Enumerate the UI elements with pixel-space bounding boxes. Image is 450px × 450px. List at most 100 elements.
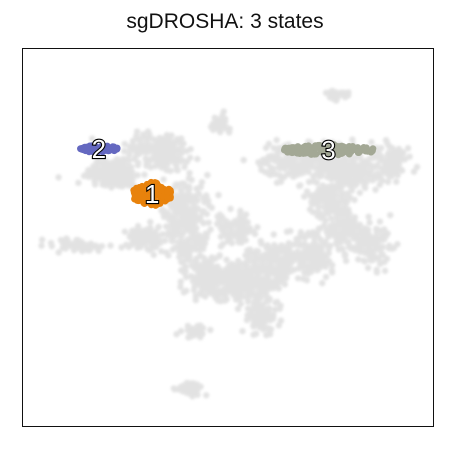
background-cell (355, 167, 363, 175)
background-cell (215, 288, 223, 296)
background-cell (265, 244, 273, 252)
background-cell (196, 246, 203, 253)
background-cell (202, 293, 209, 300)
background-cell (136, 141, 144, 148)
background-cell (273, 136, 280, 144)
background-cell (352, 244, 360, 251)
background-cell (327, 158, 334, 165)
background-cell (173, 198, 180, 206)
background-cell (258, 257, 265, 265)
background-cell (222, 222, 229, 230)
background-cell (181, 219, 188, 226)
background-cell (332, 160, 339, 168)
background-cell (250, 228, 257, 236)
background-cell (305, 230, 313, 237)
background-cell (396, 154, 403, 161)
background-cell (309, 208, 317, 216)
background-cell (259, 156, 267, 164)
background-cell (267, 171, 274, 179)
background-cell (260, 305, 267, 313)
background-cell (203, 392, 210, 399)
background-cell (328, 267, 336, 274)
plot-frame (22, 48, 434, 427)
background-cell (274, 265, 281, 272)
background-cell (394, 148, 402, 156)
background-cell (140, 227, 147, 235)
background-cell (275, 285, 282, 292)
background-cell (238, 278, 246, 285)
background-cell (59, 244, 66, 252)
background-cell (160, 213, 168, 221)
background-cell (325, 257, 333, 265)
background-cell (351, 218, 358, 226)
background-cell (341, 222, 348, 230)
background-cell (381, 229, 389, 237)
background-cell (208, 204, 216, 211)
background-cell (237, 208, 244, 216)
background-cell (209, 280, 216, 287)
background-cell (350, 156, 357, 164)
background-cell (384, 178, 392, 186)
background-cell (413, 163, 421, 171)
background-cell (177, 187, 184, 194)
background-cell (258, 253, 265, 260)
background-cell (163, 249, 170, 256)
background-cell (313, 266, 321, 274)
background-cell (270, 284, 277, 292)
background-cell (133, 152, 140, 159)
background-cell (173, 183, 180, 190)
background-cell (234, 220, 241, 228)
state-3-point (321, 142, 329, 149)
background-cell (277, 173, 284, 180)
background-cell (74, 243, 82, 251)
background-cell (203, 194, 210, 201)
background-cell (194, 155, 201, 163)
state-1-point (164, 188, 172, 195)
background-cell (63, 237, 71, 244)
background-cell (283, 269, 291, 277)
background-cell (126, 232, 134, 239)
state-3-point (327, 149, 335, 157)
background-cell (155, 139, 163, 146)
background-cell (317, 170, 325, 177)
background-cell (375, 227, 382, 234)
background-cell (236, 295, 243, 303)
background-cell (345, 206, 352, 213)
background-cell (339, 192, 346, 200)
background-cell (243, 316, 251, 324)
state-2-point (85, 148, 93, 156)
background-cell (351, 196, 358, 204)
background-cell (222, 217, 229, 225)
background-cell (297, 234, 304, 241)
background-cell (322, 195, 329, 202)
background-cell (301, 193, 308, 200)
background-cell (178, 238, 186, 246)
background-cell (38, 242, 45, 249)
background-cell (38, 236, 46, 243)
background-cell (169, 237, 176, 245)
background-cell (257, 161, 264, 169)
state-3-label: 3 (321, 135, 335, 165)
background-cell (177, 278, 184, 285)
background-cell (271, 253, 279, 260)
background-cell (171, 213, 178, 220)
background-cell (199, 280, 206, 287)
background-cell (193, 185, 200, 192)
background-cell (186, 249, 193, 256)
background-cell (393, 178, 400, 185)
background-cell (262, 284, 269, 291)
background-cell (87, 173, 95, 180)
background-cell (215, 217, 223, 224)
background-cell (259, 325, 267, 333)
background-cell (324, 230, 332, 237)
background-cell (148, 145, 156, 153)
background-cell (177, 327, 185, 335)
background-cell (241, 225, 248, 233)
background-cell (193, 331, 200, 338)
background-cell (253, 306, 260, 313)
background-cell (175, 386, 182, 393)
background-cell (368, 139, 375, 146)
background-cell (195, 263, 202, 270)
background-cell (125, 157, 133, 164)
